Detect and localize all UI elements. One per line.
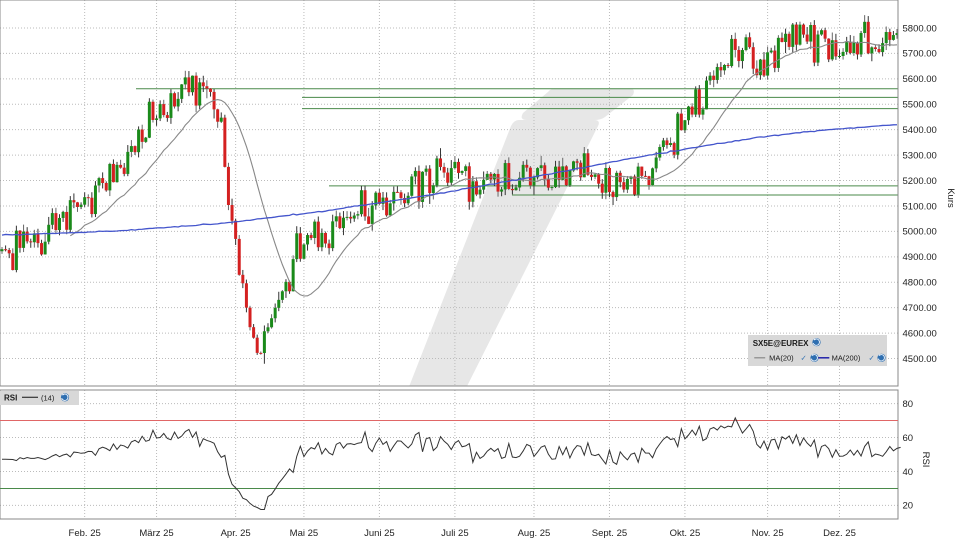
svg-text:✓: ✓ [801, 354, 807, 363]
svg-text:Mai 25: Mai 25 [290, 528, 319, 539]
svg-text:Aug. 25: Aug. 25 [518, 528, 551, 539]
svg-text:40: 40 [903, 467, 914, 478]
svg-text:5700.00: 5700.00 [903, 49, 937, 60]
svg-text:März 25: März 25 [139, 528, 173, 539]
svg-text:5600.00: 5600.00 [903, 74, 937, 85]
svg-text:RSI: RSI [4, 394, 17, 403]
svg-text:Dez. 25: Dez. 25 [823, 528, 856, 539]
svg-text:Sept. 25: Sept. 25 [592, 528, 627, 539]
svg-text:60: 60 [903, 433, 914, 444]
svg-text:Feb. 25: Feb. 25 [69, 528, 101, 539]
svg-text:5400.00: 5400.00 [903, 125, 937, 136]
svg-text:MA(200): MA(200) [832, 354, 861, 363]
svg-text:80: 80 [903, 399, 914, 410]
svg-text:✓: ✓ [869, 354, 875, 363]
svg-text:(14): (14) [41, 394, 55, 403]
svg-text:20: 20 [903, 501, 914, 512]
svg-text:5500.00: 5500.00 [903, 100, 937, 111]
svg-text:4600.00: 4600.00 [903, 328, 937, 339]
svg-text:5000.00: 5000.00 [903, 227, 937, 238]
svg-text:4500.00: 4500.00 [903, 354, 937, 365]
svg-text:Juli 25: Juli 25 [441, 528, 468, 539]
svg-text:MA(20): MA(20) [769, 354, 794, 363]
svg-text:SX5E@EUREX: SX5E@EUREX [753, 339, 809, 348]
svg-text:5100.00: 5100.00 [903, 201, 937, 212]
svg-text:5200.00: 5200.00 [903, 176, 937, 187]
svg-text:Nov. 25: Nov. 25 [752, 528, 784, 539]
svg-text:Juni 25: Juni 25 [364, 528, 395, 539]
svg-text:RSI: RSI [920, 452, 931, 468]
svg-text:Kurs: Kurs [945, 188, 956, 208]
svg-text:4800.00: 4800.00 [903, 278, 937, 289]
svg-text:5300.00: 5300.00 [903, 150, 937, 161]
svg-text:4700.00: 4700.00 [903, 303, 937, 314]
svg-text:Apr. 25: Apr. 25 [221, 528, 251, 539]
svg-text:4900.00: 4900.00 [903, 252, 937, 263]
svg-text:5800.00: 5800.00 [903, 23, 937, 34]
svg-text:Okt. 25: Okt. 25 [670, 528, 701, 539]
